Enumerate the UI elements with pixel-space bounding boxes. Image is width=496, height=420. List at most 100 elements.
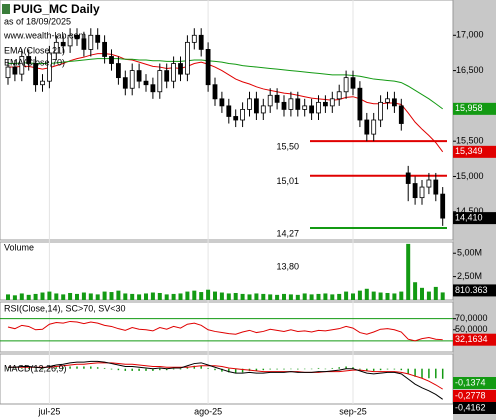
candle-body [288,98,294,110]
macd-histogram-bar [103,367,106,369]
macd-histogram-bar [269,368,271,370]
volume-bar [378,292,383,300]
macd-histogram-bar [221,368,223,372]
candle-body [440,193,446,219]
macd-histogram-bar [359,368,361,370]
candle-body [302,105,308,110]
x-tick-label: sep-25 [339,406,367,416]
volume-bar [150,292,155,300]
volume-bar [309,294,314,300]
macd-histogram-bar [352,367,354,369]
macd-histogram-bar [297,368,299,370]
volume-bar [426,291,431,300]
last-value-label-bg [453,377,496,389]
candle-body [391,98,397,107]
last-value-label: 32,1634 [455,334,488,344]
macd-histogram-bar [379,368,382,371]
logo-icon [2,4,10,14]
macd-histogram-bar [96,367,99,369]
candle-body [316,101,321,114]
candle-body [419,186,425,199]
macd-histogram-bar [255,368,258,371]
macd-histogram-bar [7,368,9,370]
macd-histogram-bar [400,368,403,371]
chart-subtitle: as of 18/09/2025 [4,16,71,26]
candle-body [405,172,411,184]
volume-bar [12,295,17,300]
volume-bar [61,294,66,300]
candle-body [309,105,315,114]
candle-body [412,183,418,199]
volume-bar [282,293,286,300]
last-value-label: 15,349 [455,146,483,156]
candle-body [60,41,66,47]
volume-bar [75,293,79,300]
candle-body [129,70,135,89]
macd-histogram-bar [393,368,396,370]
volume-bar [392,293,397,300]
macd-histogram-bar [172,368,175,370]
candle-body [19,56,25,75]
y-tick-label: 14,500 [456,206,484,216]
panel-title: MACD(12,26,9) [4,363,67,373]
candle-body [143,80,149,86]
volume-bar [185,291,190,300]
y-tick-label: 50,0000 [455,324,488,334]
candle-body [219,98,225,107]
macd-histogram-bar [90,366,92,369]
candle-body [74,34,80,40]
candle-body [295,98,301,110]
macd-histogram-bar [421,368,423,379]
macd-histogram-bar [41,368,44,370]
candle-body [281,101,287,110]
candle-body [336,91,342,100]
macd-histogram-bar [124,368,127,371]
volume-bar [19,293,24,300]
volume-bar [109,292,114,300]
volume-bar [371,291,376,300]
candle-body [109,56,114,64]
last-value-label: 810.363 [455,285,488,295]
macd-histogram-bar [62,367,64,369]
last-value-label: -0,4162 [455,402,486,412]
volume-bar [199,292,204,300]
candle-body [198,34,204,50]
candle-body [398,105,404,124]
volume-bar [40,292,45,300]
volume-bar [102,291,107,300]
rsi-line [7,320,443,342]
macd-signal-line [8,362,443,390]
y-tick-label: 15,000 [456,171,484,181]
candle-body [5,66,11,79]
macd-histogram-bar [435,368,437,379]
macd-histogram-bar [386,368,389,370]
candle-body [329,98,335,107]
volume-bar [247,294,252,300]
volume-bar [171,293,176,300]
last-value-label-bg [453,212,496,225]
volume-bar [302,293,307,300]
macd-histogram-bar [303,368,306,370]
macd-histogram-bar [48,367,51,369]
panel-title: Volume [4,242,34,252]
candle-body [191,34,197,43]
level-label: 15,01 [276,176,299,186]
volume-bar [81,292,86,300]
macd-panel [0,353,454,405]
ema-line [8,58,443,110]
macd-histogram-bar [290,368,292,370]
macd-histogram-bar [276,368,278,370]
candle-body [81,38,87,50]
chart-title: PUIG_MC Daily [13,2,100,16]
volume-bar [275,294,280,300]
macd-histogram-bar [310,368,313,370]
macd-histogram-bar [214,368,216,371]
macd-histogram-bar [138,368,140,371]
candle-body [247,98,252,110]
macd-histogram-bar [83,366,85,369]
axis-background [453,0,496,420]
macd-line [8,360,443,400]
volume-bar [164,294,169,300]
macd-histogram-bar [69,366,71,369]
macd-histogram-bar [179,368,182,370]
